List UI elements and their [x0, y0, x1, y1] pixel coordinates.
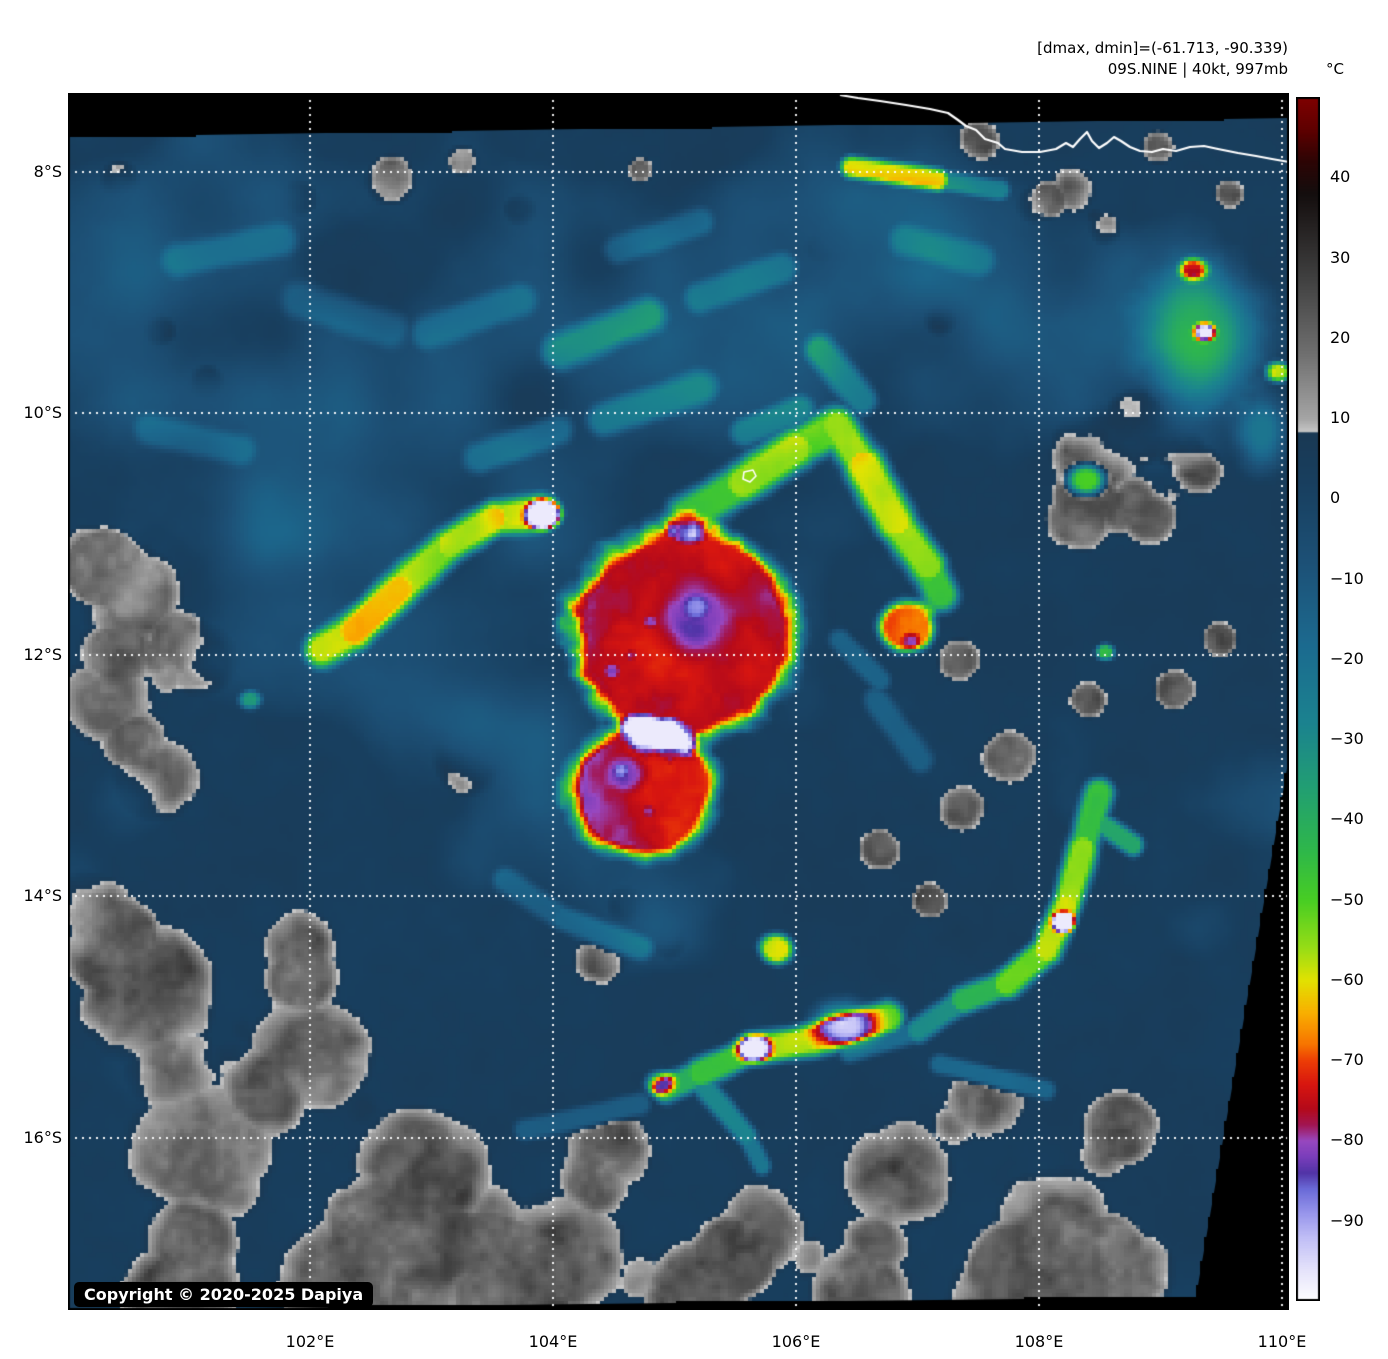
colorbar-tick-label: −90: [1330, 1210, 1364, 1230]
header-right: [dmax, dmin]=(-61.713, -90.339) 09S.NINE…: [1037, 38, 1288, 80]
x-tick-label: 106°E: [771, 1332, 821, 1351]
colorbar-tick-label: 30: [1330, 247, 1351, 267]
colorbar-tick-label: −80: [1330, 1130, 1364, 1150]
colorbar-tick-label: 40: [1330, 167, 1351, 187]
colorbar-tick-label: −40: [1330, 809, 1364, 829]
x-tick-label: 104°E: [528, 1332, 578, 1351]
y-tick-label: 10°S: [23, 403, 62, 422]
colorbar-tick-label: −50: [1330, 889, 1364, 909]
x-tick-label: 108°E: [1014, 1332, 1064, 1351]
dmax-dmin-readout: [dmax, dmin]=(-61.713, -90.339): [1037, 39, 1288, 57]
colorbar-tick-label: −70: [1330, 1050, 1364, 1070]
colorbar-tick-label: −30: [1330, 729, 1364, 749]
colorbar-tick-label: 20: [1330, 327, 1351, 347]
colorbar-canvas: [1296, 97, 1320, 1301]
x-tick-label: 110°E: [1257, 1332, 1307, 1351]
satellite-map-canvas: [68, 93, 1289, 1310]
storm-info: 09S.NINE | 40kt, 997mb: [1107, 60, 1288, 78]
copyright-badge: Copyright © 2020-2025 Dapiya: [74, 1282, 374, 1307]
colorbar-tick-label: 10: [1330, 408, 1351, 428]
colorbar-tick-label: −20: [1330, 648, 1364, 668]
colorbar-tick-label: −10: [1330, 568, 1364, 588]
y-tick-label: 12°S: [23, 645, 62, 664]
y-tick-label: 16°S: [23, 1128, 62, 1147]
y-tick-label: 8°S: [33, 162, 62, 181]
y-tick-label: 14°S: [23, 886, 62, 905]
colorbar-tick-label: 0: [1330, 488, 1341, 508]
x-tick-label: 102°E: [285, 1332, 335, 1351]
colorbar-tick-label: −60: [1330, 969, 1364, 989]
colorbar-unit-label: °C: [1326, 60, 1344, 78]
